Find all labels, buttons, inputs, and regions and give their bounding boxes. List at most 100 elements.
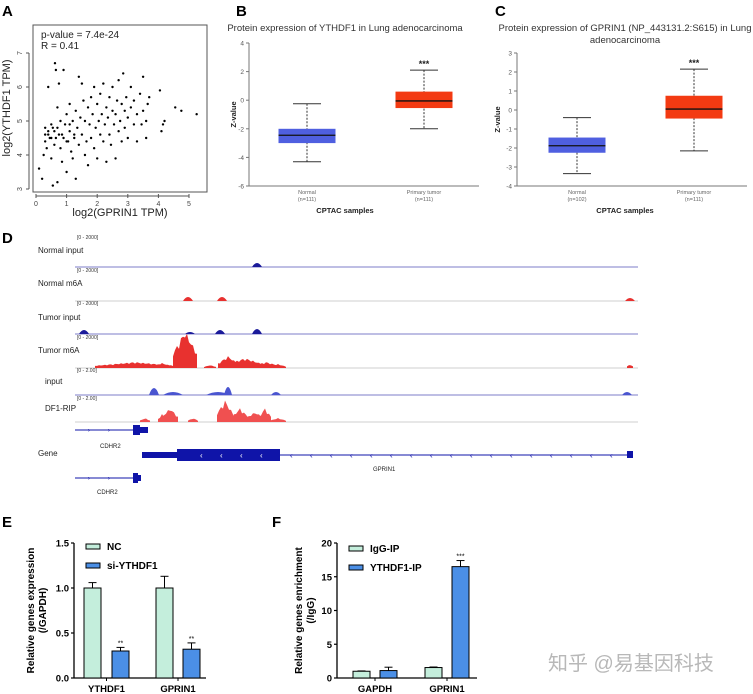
- scatter-point: [125, 96, 128, 99]
- gene-gprin1: ‹ ‹ ‹ ‹ ‹ ‹ ‹ ‹ ‹ ‹ ‹ ‹ ‹ ‹ ‹ ‹ ‹ ‹ ‹ ‹ ‹ GPRIN1: [142, 449, 633, 473]
- scatter-point: [59, 119, 62, 123]
- x-tick-label: YTHDF1: [88, 684, 126, 694]
- coverage-peak: [188, 418, 198, 422]
- scatter-point: [115, 99, 119, 102]
- scatter-point: [96, 157, 99, 160]
- y-tick-label: 4: [240, 41, 244, 48]
- scatter-point: [174, 106, 177, 109]
- scatter-point: [135, 140, 139, 143]
- track-tumor-input: [0 - 2000] Tumor input: [38, 301, 638, 335]
- x-tick-label: Primary tumor: [407, 190, 442, 196]
- strand-arrow-icon: ›: [108, 428, 110, 434]
- scatter-point: [85, 140, 88, 143]
- scatter-point: [108, 96, 111, 99]
- scatter-point: [71, 119, 74, 123]
- scatter-point: [62, 68, 65, 72]
- y-tick-label: 0: [240, 98, 244, 105]
- x-tick-label: 2: [95, 201, 99, 208]
- scatter-point: [163, 119, 166, 123]
- scatter-point: [141, 75, 145, 79]
- scatter-point: [43, 140, 47, 143]
- scatter-point: [135, 113, 139, 116]
- y-axis-label: Relative genes enrichment: [294, 546, 305, 673]
- scatter-point: [96, 102, 99, 106]
- scatter-point: [132, 123, 136, 126]
- coverage-peak: [270, 364, 286, 368]
- scatter-point: [74, 109, 77, 113]
- strand-arrow-icon: ‹: [570, 451, 573, 460]
- x-tick-label: Normal: [298, 190, 316, 196]
- y-tick-label: 2: [240, 69, 244, 76]
- coverage-peak: [232, 408, 248, 422]
- scatter-point: [56, 106, 59, 109]
- strand-arrow-icon: ‹: [410, 451, 413, 460]
- box-plot-b: Protein expression of YTHDF1 in Lung ade…: [227, 23, 479, 215]
- x-tick-label: 4: [156, 201, 160, 208]
- box-plot-c: Protein expression of GPRIN1 (NP_443131.…: [493, 23, 751, 215]
- gene-track: Gene› ›CDHR2‹ ‹ ‹ ‹ ‹ ‹ ‹ ‹ ‹ ‹ ‹ ‹ ‹ ‹ ‹ ‹ ‹ ‹ ‹ ‹ ‹GPRIN1› ›…: [38, 425, 633, 496]
- coverage-peak: [185, 332, 195, 334]
- scatter-point: [94, 126, 97, 129]
- y-tick-label: -1: [506, 127, 512, 134]
- strand-arrow-icon: ‹: [350, 451, 353, 460]
- scatter-point: [126, 136, 129, 140]
- scatter-point: [65, 140, 68, 143]
- gene-label: CDHR2: [100, 444, 121, 450]
- track-normal-m6a: [0 - 2000] Normal m6A: [38, 268, 638, 302]
- coverage-peak: [163, 392, 183, 395]
- plot-frame: [32, 24, 208, 193]
- gene-exon: [177, 449, 280, 461]
- scatter-point: [140, 123, 143, 126]
- y-axis-label: log2(YTHDF1 TPM): [1, 60, 13, 157]
- track-name: Normal m6A: [38, 279, 83, 288]
- scatter-point: [89, 136, 93, 140]
- scatter-point: [141, 109, 145, 113]
- scatter-point: [138, 92, 142, 96]
- y-tick-label: 5: [327, 640, 333, 651]
- y-tick-label: 2: [508, 70, 512, 77]
- y-tick-label: 0.5: [56, 629, 70, 640]
- y-tick-label: -3: [506, 165, 512, 172]
- x-tick-label: 0: [34, 201, 38, 208]
- y-tick-label: 1: [508, 89, 512, 96]
- scatter-point: [114, 113, 117, 116]
- scatter-point: [71, 157, 74, 160]
- scatter-point: [53, 62, 57, 65]
- scatter-point: [73, 136, 76, 140]
- scatter-point: [56, 126, 59, 129]
- strand-arrow-icon: ‹: [390, 451, 393, 460]
- bar-si-ythdf1: [111, 650, 130, 679]
- scatter-point: [108, 133, 111, 136]
- scatter-point: [76, 126, 79, 129]
- scatter-point: [69, 150, 73, 153]
- scatter-point: [60, 133, 64, 136]
- scatter-point: [111, 109, 114, 113]
- coverage-peak: [152, 363, 172, 368]
- legend-item: si-YTHDF1: [85, 561, 158, 572]
- significance-label: ***: [689, 58, 700, 68]
- scatter-point: [92, 85, 96, 89]
- scatter-point: [83, 119, 87, 123]
- legend-item: NC: [85, 542, 121, 553]
- track-scale-label: [0 - 2000]: [77, 335, 99, 341]
- scatter-point: [65, 113, 68, 116]
- strand-arrow-icon: ›: [88, 428, 90, 434]
- scatter-point: [45, 147, 48, 150]
- coverage-peak: [259, 408, 271, 422]
- scatter-point: [74, 177, 77, 180]
- scatter-point: [57, 82, 61, 85]
- scatter-plot-a: 0 1 2 3 4 5 3 4 5 6 7 p-value = 7.4e-24R = 0.41 log2…: [1, 24, 208, 219]
- legend-item: IgG-IP: [348, 544, 400, 555]
- y-tick-label: 3: [17, 187, 24, 191]
- scatter-point: [99, 92, 102, 96]
- strand-arrow-icon: ‹: [200, 451, 203, 460]
- panel-label-d: D: [2, 230, 13, 247]
- scatter-point: [122, 72, 125, 75]
- scatter-point: [79, 116, 82, 119]
- scatter-point: [102, 82, 105, 85]
- scatter-point: [47, 133, 50, 136]
- coverage-peak: [79, 330, 89, 334]
- panel-label-f: F: [272, 514, 281, 531]
- y-tick-label: 1.0: [56, 584, 69, 595]
- scatter-point: [59, 147, 62, 150]
